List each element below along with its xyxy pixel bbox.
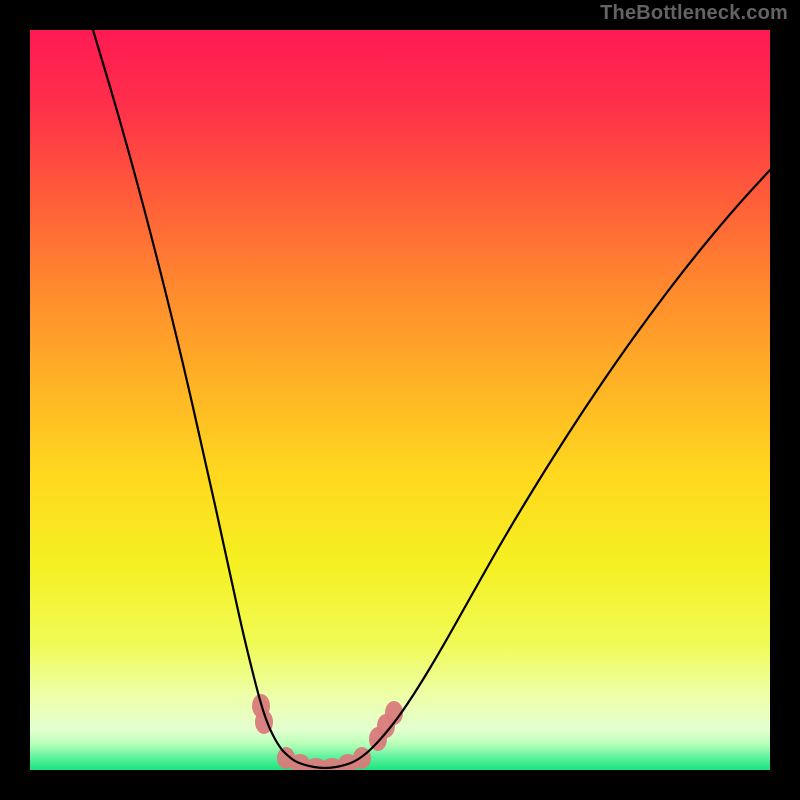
plot-area xyxy=(30,30,770,770)
curve-layer xyxy=(30,30,770,770)
bottleneck-curve xyxy=(93,30,770,768)
chart-frame: TheBottleneck.com xyxy=(0,0,800,800)
trough-markers xyxy=(252,694,403,770)
watermark-text: TheBottleneck.com xyxy=(600,2,788,25)
